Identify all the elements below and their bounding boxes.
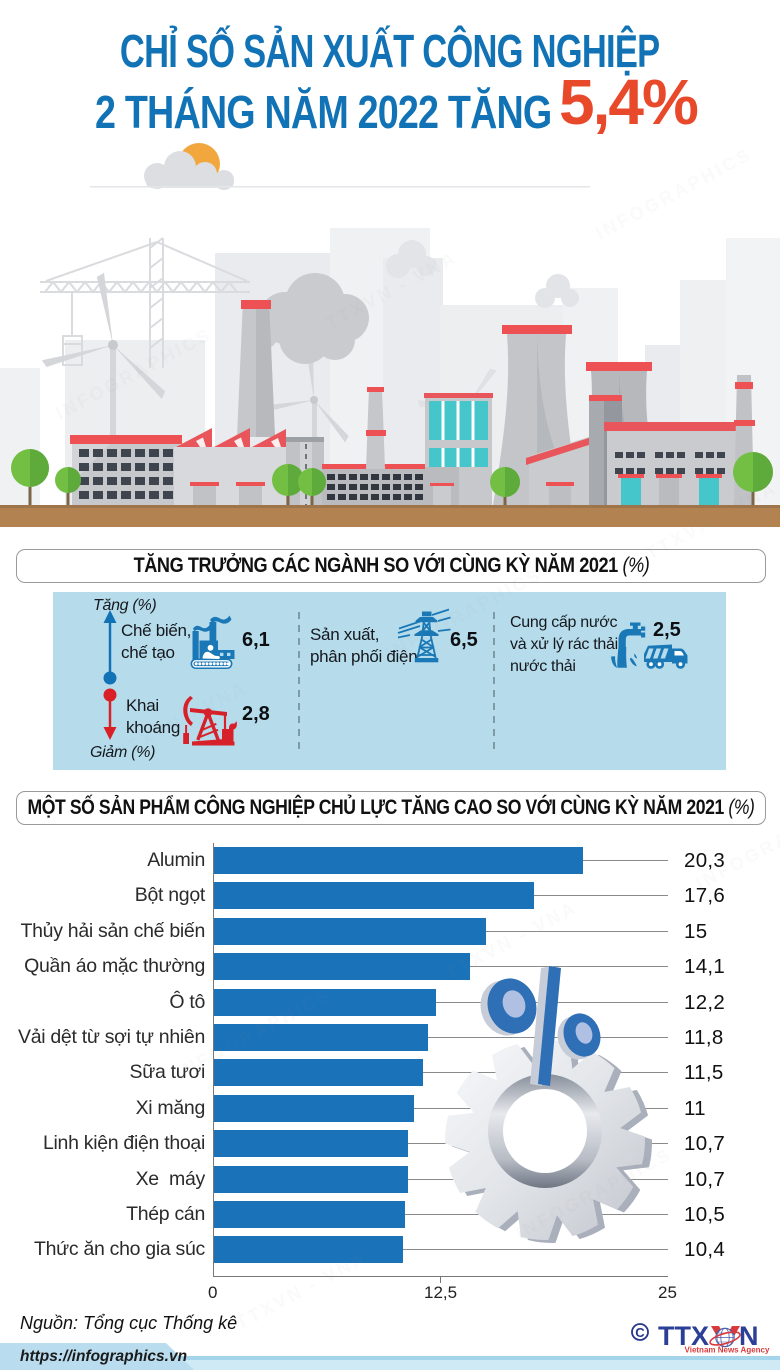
svg-text:C: C xyxy=(635,1325,645,1340)
svg-text:N: N xyxy=(739,1321,759,1351)
svg-text:TTX: TTX xyxy=(658,1321,709,1351)
svg-text:https://infographics.vn: https://infographics.vn xyxy=(20,1348,187,1365)
svg-text:Vietnam News Agency: Vietnam News Agency xyxy=(685,1346,770,1355)
